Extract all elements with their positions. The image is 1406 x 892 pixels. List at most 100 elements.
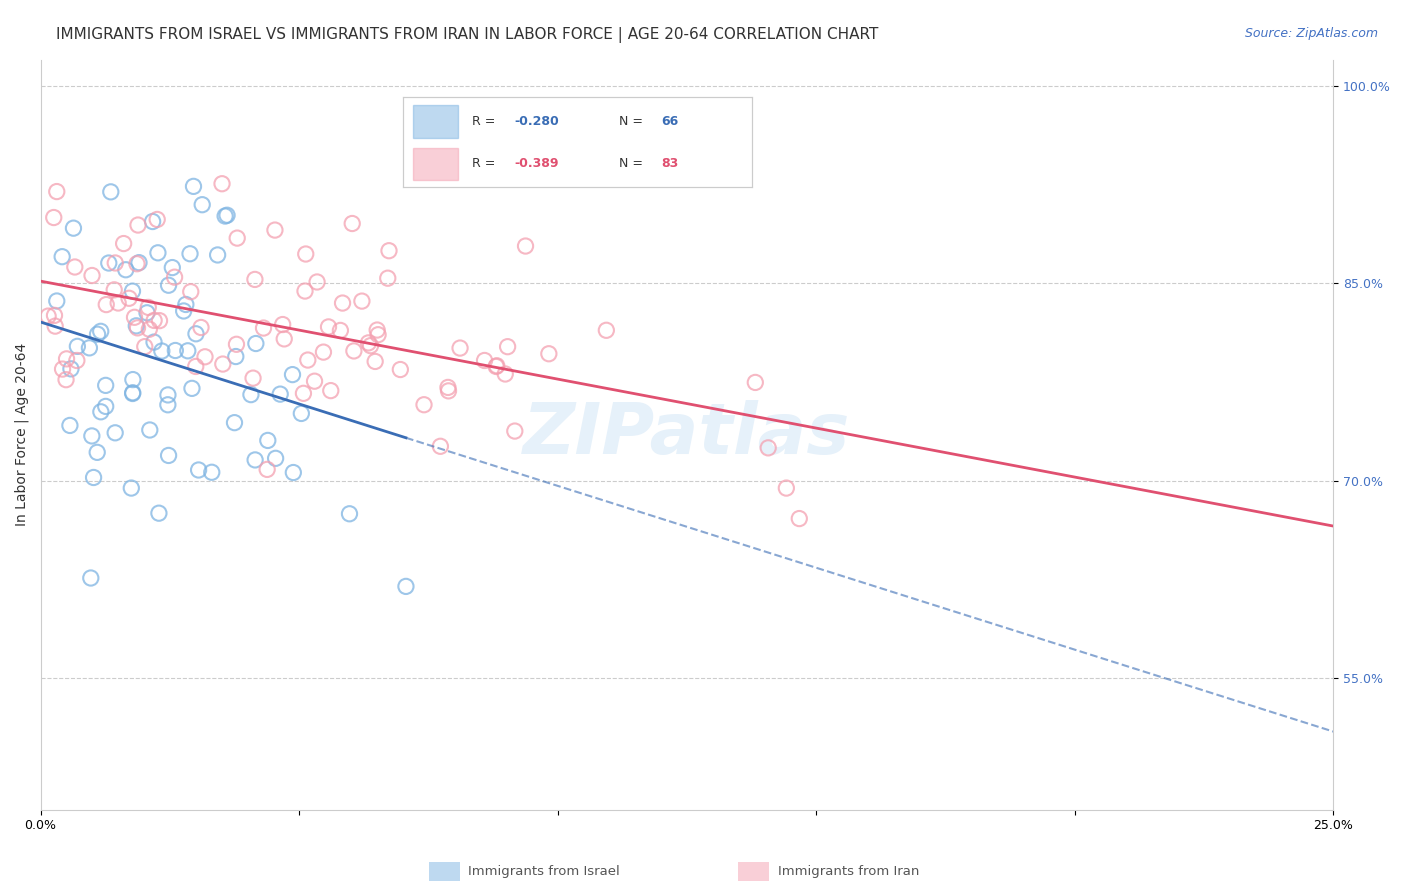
Point — [184, 359, 207, 374]
Point — [55, 351, 77, 366]
Point — [201, 465, 224, 479]
Point — [360, 339, 382, 353]
Point — [125, 318, 148, 333]
Point — [389, 362, 412, 376]
Point — [150, 344, 173, 359]
Text: Source: ZipAtlas.com: Source: ZipAtlas.com — [1244, 27, 1378, 40]
Point — [264, 451, 287, 466]
Point — [120, 481, 142, 495]
Point — [378, 244, 401, 258]
Point — [156, 388, 179, 402]
Point — [357, 335, 380, 350]
Point — [37, 309, 59, 323]
Point — [191, 197, 214, 211]
Point — [294, 247, 316, 261]
Point — [243, 453, 266, 467]
Point — [107, 296, 129, 310]
Point — [66, 339, 89, 353]
Point — [118, 291, 141, 305]
Point — [80, 429, 103, 443]
Point — [271, 318, 294, 332]
Point — [156, 398, 179, 412]
Point — [128, 255, 150, 269]
Point — [100, 185, 122, 199]
Point — [173, 304, 195, 318]
Point — [148, 313, 170, 327]
Point — [136, 306, 159, 320]
Point — [364, 354, 387, 368]
Point — [283, 466, 305, 480]
Point — [163, 270, 186, 285]
Point — [103, 283, 125, 297]
Point — [343, 343, 366, 358]
Point — [245, 336, 267, 351]
Point — [86, 327, 108, 342]
Point — [503, 424, 526, 438]
Point — [273, 332, 295, 346]
Point — [104, 425, 127, 440]
Point — [377, 271, 399, 285]
Point — [194, 350, 217, 364]
Point — [121, 284, 143, 298]
Point — [297, 353, 319, 368]
Point — [114, 262, 136, 277]
Text: ZIPatlas: ZIPatlas — [523, 401, 851, 469]
Point — [496, 340, 519, 354]
Point — [269, 387, 291, 401]
Point — [122, 373, 145, 387]
Point — [190, 320, 212, 334]
Text: IMMIGRANTS FROM ISRAEL VS IMMIGRANTS FROM IRAN IN LABOR FORCE | AGE 20-64 CORREL: IMMIGRANTS FROM ISRAEL VS IMMIGRANTS FRO… — [56, 27, 879, 43]
Point — [97, 256, 120, 270]
Point — [177, 343, 200, 358]
Point — [515, 239, 537, 253]
Point — [55, 373, 77, 387]
Y-axis label: In Labor Force | Age 20-64: In Labor Force | Age 20-64 — [15, 343, 30, 526]
Point — [350, 294, 373, 309]
Point — [63, 260, 86, 274]
Point — [537, 347, 560, 361]
Point — [45, 185, 67, 199]
Text: Immigrants from Iran: Immigrants from Iran — [778, 865, 920, 878]
Point — [318, 319, 340, 334]
Point — [44, 309, 66, 323]
Point — [226, 231, 249, 245]
Point — [127, 321, 149, 335]
Point — [775, 481, 797, 495]
Point — [44, 319, 66, 334]
Point — [66, 353, 89, 368]
Point — [146, 245, 169, 260]
Point — [239, 387, 262, 401]
Point — [312, 345, 335, 359]
Point — [449, 341, 471, 355]
Point — [294, 284, 316, 298]
Point — [181, 381, 204, 395]
Point — [51, 362, 73, 376]
Point — [744, 376, 766, 390]
Point — [787, 511, 810, 525]
Point — [329, 323, 352, 337]
Point — [139, 423, 162, 437]
Point — [304, 374, 326, 388]
Point — [242, 371, 264, 385]
Point — [165, 343, 187, 358]
Point — [225, 350, 247, 364]
Point — [264, 223, 287, 237]
Point — [367, 327, 389, 342]
Point — [332, 296, 354, 310]
Point — [395, 579, 418, 593]
Text: Immigrants from Israel: Immigrants from Israel — [468, 865, 620, 878]
Point — [127, 218, 149, 232]
Point — [90, 324, 112, 338]
Point — [94, 378, 117, 392]
Point — [252, 321, 274, 335]
Point — [217, 208, 239, 222]
Point — [214, 209, 236, 223]
Point — [143, 313, 166, 327]
Point — [437, 384, 460, 398]
Point — [174, 297, 197, 311]
Point — [59, 418, 82, 433]
Point — [211, 357, 233, 371]
Point — [179, 246, 201, 260]
Point — [125, 257, 148, 271]
Point — [339, 507, 361, 521]
